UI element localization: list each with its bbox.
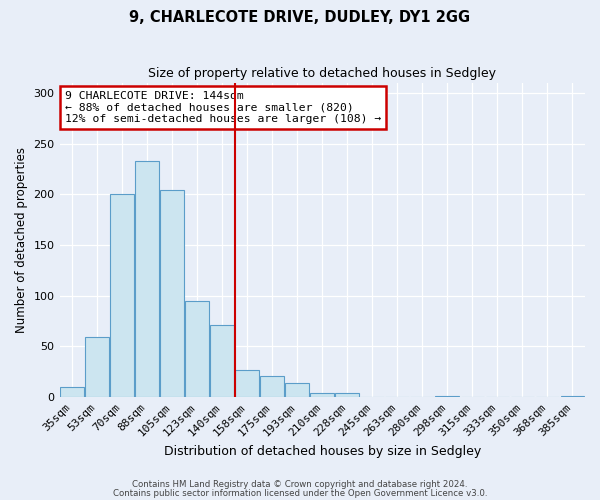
Bar (135, 161, 159, 397)
X-axis label: Distribution of detached houses by size in Sedgley: Distribution of detached houses by size … (164, 444, 481, 458)
Text: Contains HM Land Registry data © Crown copyright and database right 2024.: Contains HM Land Registry data © Crown c… (132, 480, 468, 489)
Text: Contains public sector information licensed under the Open Government Licence v3: Contains public sector information licen… (113, 490, 487, 498)
Bar (286, 383, 309, 397)
Bar (560, 396, 584, 397)
Bar (260, 376, 284, 397)
Bar (110, 194, 134, 397)
Bar (235, 370, 259, 397)
Bar (436, 396, 459, 397)
Bar (160, 190, 184, 397)
Text: 9 CHARLECOTE DRIVE: 144sqm
← 88% of detached houses are smaller (820)
12% of sem: 9 CHARLECOTE DRIVE: 144sqm ← 88% of deta… (65, 91, 381, 124)
Bar (310, 393, 334, 397)
Bar (185, 301, 209, 397)
Title: Size of property relative to detached houses in Sedgley: Size of property relative to detached ho… (148, 68, 496, 80)
Bar (335, 393, 359, 397)
Text: 9, CHARLECOTE DRIVE, DUDLEY, DY1 2GG: 9, CHARLECOTE DRIVE, DUDLEY, DY1 2GG (130, 10, 470, 25)
Y-axis label: Number of detached properties: Number of detached properties (15, 147, 28, 333)
Bar (60, 387, 84, 397)
Bar (85, 337, 109, 397)
Bar (210, 325, 234, 397)
